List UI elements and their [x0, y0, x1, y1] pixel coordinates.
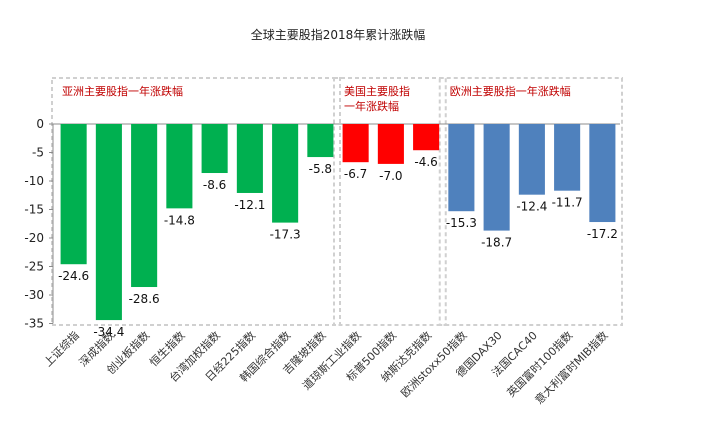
y-tick-label: -30 — [24, 288, 44, 302]
y-tick-label: 0 — [36, 117, 44, 131]
bar — [131, 124, 158, 288]
data-label: -12.4 — [516, 200, 547, 214]
group-box-2 — [333, 77, 447, 326]
chart-title: 全球主要股指2018年累计涨跌幅 — [251, 27, 426, 42]
bar — [307, 124, 334, 158]
y-tick-label: -35 — [24, 317, 44, 331]
bars: -24.6 -34.4 -28.6 -14.8 -8.6 -12.1 -17.3 -5.8 -6… — [58, 124, 618, 339]
y-tick-label: -5 — [32, 146, 44, 160]
x-tick-label: 英国富时100指数 — [504, 328, 575, 399]
bar — [236, 124, 263, 193]
group-title-2: 一年涨跌幅 — [344, 99, 399, 113]
data-label: -24.6 — [58, 269, 89, 283]
y-tick-label: -25 — [24, 260, 44, 274]
bar — [201, 124, 228, 174]
bar — [95, 124, 122, 321]
y-tick-label: -15 — [24, 203, 44, 217]
bar — [60, 124, 87, 265]
bar — [554, 124, 581, 191]
data-label: -34.4 — [93, 325, 124, 339]
bar — [272, 124, 299, 223]
group-box-3 — [438, 77, 623, 326]
group-title-1: 亚洲主要股指一年涨跌幅 — [62, 84, 183, 98]
x-tick-label: 欧洲stoxx50指数 — [398, 328, 470, 400]
data-label: -18.7 — [481, 236, 512, 250]
bar — [589, 124, 616, 223]
bar — [342, 124, 369, 163]
data-label: -28.6 — [129, 292, 160, 306]
x-tick-label: 上证综指 — [41, 328, 82, 369]
data-label: -14.8 — [164, 213, 195, 227]
data-label: -8.6 — [203, 178, 226, 192]
data-label: -17.2 — [587, 227, 618, 241]
bar — [448, 124, 475, 212]
group-title-2: 美国主要股指 — [344, 84, 410, 98]
data-label: -5.8 — [309, 162, 332, 176]
data-label: -7.0 — [379, 169, 402, 183]
bar — [377, 124, 404, 164]
bar — [483, 124, 510, 231]
group-title-3: 欧洲主要股指一年涨跌幅 — [450, 84, 571, 98]
group-box-1 — [51, 77, 341, 326]
bar — [166, 124, 193, 209]
y-tick-label: -20 — [24, 231, 44, 245]
bar — [413, 124, 440, 151]
bar — [518, 124, 545, 195]
data-label: -4.6 — [414, 155, 437, 169]
data-label: -12.1 — [234, 198, 265, 212]
data-label: -15.3 — [446, 216, 477, 230]
y-tick-label: -10 — [24, 174, 44, 188]
x-axis: 上证综指深成指数创业板指数恒生指数台湾加权指数日经225指数韩国综合指数吉隆坡指… — [41, 328, 611, 407]
data-label: -17.3 — [270, 228, 301, 242]
data-label: -11.7 — [552, 196, 583, 210]
data-label: -6.7 — [344, 167, 367, 181]
